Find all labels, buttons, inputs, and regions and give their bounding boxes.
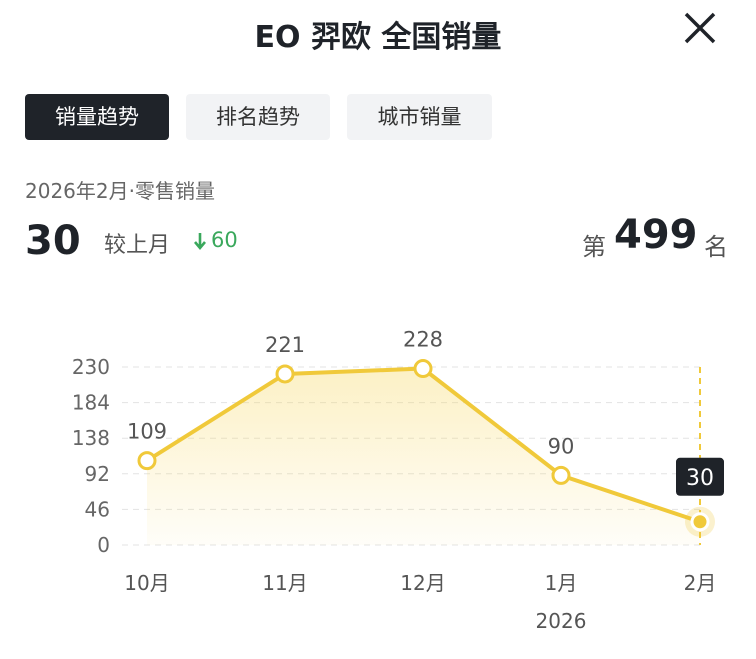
y-tick-label: 92 [85,462,110,486]
sales-value: 30 [25,218,81,264]
value-label: 221 [265,333,305,357]
y-tick-label: 138 [72,426,110,450]
x-tick-sublabel: 2026 [536,609,587,633]
area [147,368,700,545]
tab[interactable]: 排名趋势 [186,94,330,140]
x-tick-label: 12月 [400,571,445,595]
value-label: 90 [548,434,575,458]
x-tick-label: 1月 [545,571,578,595]
x-tick-label: 11月 [262,571,307,595]
point [137,451,157,471]
point [690,512,710,532]
tab[interactable]: 城市销量 [347,94,492,140]
y-tick-label: 0 [97,533,110,557]
value-label: 228 [403,328,443,352]
value-badge [676,457,724,496]
x-tick-label: 10月 [124,571,169,595]
point [413,359,433,379]
y-tick-label: 184 [72,391,110,415]
compare-label: 较上月 [104,233,171,258]
chart: 0 46 92 138 184 230 10月 11月 12月 1月 2026 2月 109 221 228… [72,328,724,633]
down-arrow [194,233,206,251]
point [275,364,295,384]
x-tick-label: 2月 [684,571,717,595]
change-value: 60 [211,228,238,252]
y-tick-label: 46 [85,497,110,521]
rank-value: 499 [614,212,698,258]
value-label: 30 [686,466,714,491]
period-label: 2026年2月·零售销量 [25,179,215,203]
tab[interactable]: 销量趋势 [25,94,169,140]
close-button[interactable] [682,10,718,46]
rank-suffix: 名 [704,233,728,261]
rank-prefix: 第 [582,233,606,261]
page-title: EO 羿欧 全国销量 [254,20,502,55]
value-label: 109 [127,420,167,444]
y-tick-label: 230 [72,355,110,379]
point [551,465,571,485]
